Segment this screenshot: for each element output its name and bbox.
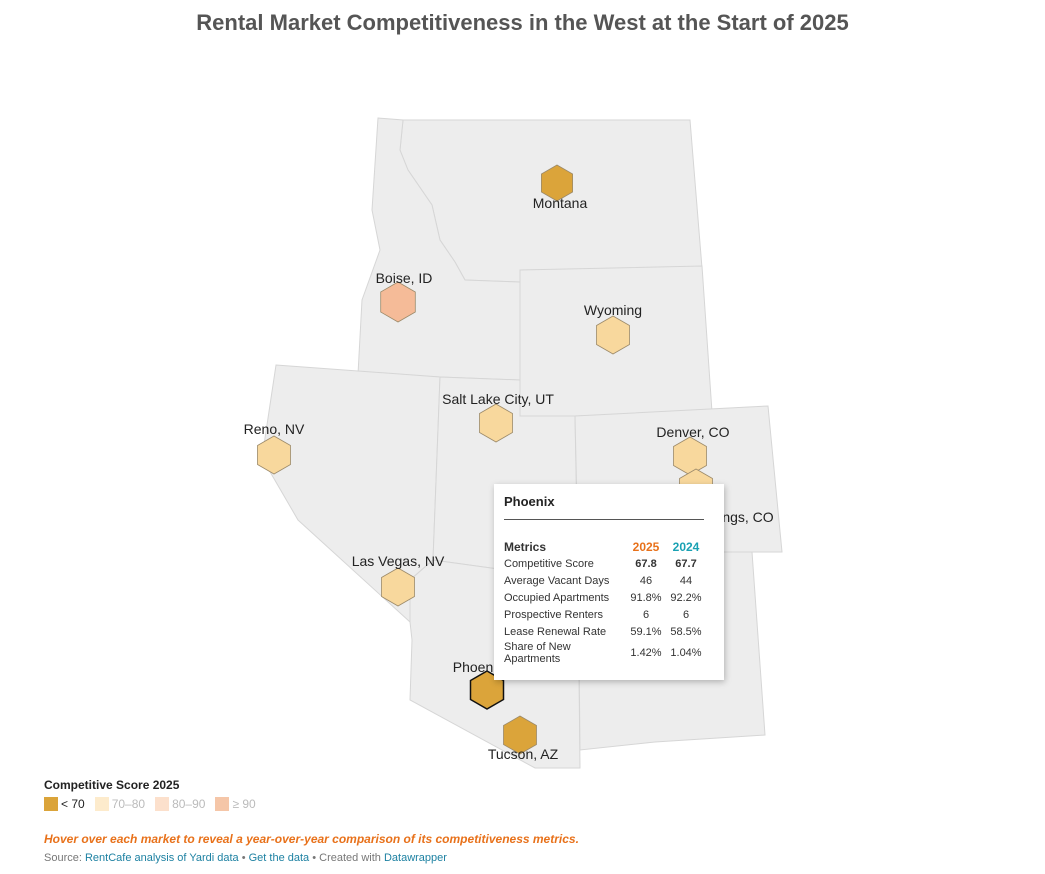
- legend-item-80-90[interactable]: 80–90: [155, 797, 205, 811]
- row-value-2025: 46: [639, 574, 653, 587]
- label-denver: Denver, CO: [656, 424, 729, 440]
- row-value-2025: 1.42%: [630, 647, 662, 659]
- label-las-vegas: Las Vegas, NV: [352, 553, 445, 569]
- label-boise: Boise, ID: [376, 270, 433, 286]
- label-tucson: Tucson, AZ: [488, 746, 559, 762]
- legend-swatch: [215, 797, 230, 811]
- legend-label: < 70: [61, 797, 85, 811]
- hex-marker-boise[interactable]: [380, 281, 416, 323]
- tooltip-title: Phoenix: [504, 494, 555, 509]
- row-label: Occupied Apartments: [504, 591, 610, 604]
- label-reno: Reno, NV: [244, 421, 305, 437]
- legend-item-gte90[interactable]: ≥ 90: [215, 797, 256, 811]
- tooltip-divider: [504, 519, 704, 520]
- label-montana: Montana: [533, 195, 588, 211]
- hex-marker-reno[interactable]: [257, 435, 291, 475]
- label-wyoming: Wyoming: [584, 302, 642, 318]
- map-title: Rental Market Competitiveness in the Wes…: [196, 10, 849, 35]
- source-line: Source: RentCafe analysis of Yardi data …: [44, 852, 447, 864]
- market-tooltip: Phoenix Metrics 2025 2024 Competitive Sc…: [494, 484, 724, 680]
- datawrapper-link[interactable]: Datawrapper: [383, 852, 447, 864]
- row-value-2025: 59.1%: [630, 625, 662, 638]
- row-label: Competitive Score: [504, 557, 594, 570]
- row-label: Share of New Apartments: [504, 641, 571, 665]
- hex-marker-phoenix[interactable]: [469, 670, 505, 710]
- row-value-2024: 58.5%: [670, 625, 702, 638]
- hover-note: Hover over each market to reveal a year-…: [44, 832, 579, 846]
- legend-label: ≥ 90: [232, 797, 256, 811]
- row-label: Lease Renewal Rate: [504, 625, 607, 638]
- row-value-2024: 92.2%: [670, 591, 702, 604]
- hex-marker-salt-lake-city[interactable]: [479, 403, 513, 443]
- row-value-2024: 1.04%: [670, 647, 702, 659]
- legend-swatch: [155, 797, 170, 811]
- row-label: Prospective Renters: [504, 608, 604, 621]
- legend-title: Competitive Score 2025: [44, 778, 180, 792]
- legend-item-70-80[interactable]: 70–80: [94, 797, 146, 811]
- hex-marker-wyoming[interactable]: [596, 315, 630, 355]
- get-data-link[interactable]: Get the data: [248, 852, 310, 864]
- row-label: Average Vacant Days: [504, 574, 610, 587]
- source-separator: • Created with: [309, 852, 384, 864]
- hex-marker-tucson[interactable]: [503, 715, 537, 755]
- row-value-2025: 91.8%: [630, 591, 662, 604]
- row-value-2024: 44: [679, 574, 693, 587]
- row-value-2025: 67.8: [635, 557, 657, 570]
- metrics-header: Metrics 2025 2024: [504, 538, 706, 555]
- header-2025: 2025: [632, 539, 660, 554]
- header-2024: 2024: [672, 539, 700, 554]
- table-row: Prospective Renters 6 6: [504, 606, 706, 623]
- hex-marker-las-vegas[interactable]: [381, 567, 415, 607]
- row-value-2025: 6: [642, 608, 650, 621]
- header-metrics: Metrics: [504, 539, 547, 554]
- legend-label: 80–90: [172, 797, 206, 811]
- legend-swatch: [94, 797, 109, 811]
- label-colorado-springs: ngs, CO: [722, 509, 773, 525]
- label-phoenix: Phoen: [453, 659, 493, 675]
- legend: < 70 70–80 80–90 ≥ 90: [44, 797, 256, 811]
- source-prefix: Source:: [44, 852, 85, 864]
- table-row: Lease Renewal Rate 59.1% 58.5%: [504, 623, 706, 640]
- legend-label: 70–80: [111, 797, 146, 811]
- source-analysis-link[interactable]: RentCafe analysis of Yardi data: [84, 852, 239, 864]
- row-value-2024: 6: [682, 608, 690, 621]
- label-salt-lake-city: Salt Lake City, UT: [442, 391, 554, 407]
- row-value-2024: 67.7: [675, 557, 697, 570]
- legend-item-lt70[interactable]: < 70: [44, 797, 85, 811]
- table-row: Occupied Apartments 91.8% 92.2%: [504, 589, 706, 606]
- hex-marker-montana[interactable]: [541, 164, 573, 202]
- table-row: Average Vacant Days 46 44: [504, 572, 706, 589]
- table-row: Competitive Score 67.8 67.7: [504, 555, 706, 572]
- metrics-table: Metrics 2025 2024 Competitive Score 67.8…: [504, 538, 706, 666]
- source-separator: •: [238, 852, 249, 864]
- legend-swatch: [44, 797, 58, 811]
- table-row: Share of New Apartments 1.42% 1.04%: [504, 640, 706, 666]
